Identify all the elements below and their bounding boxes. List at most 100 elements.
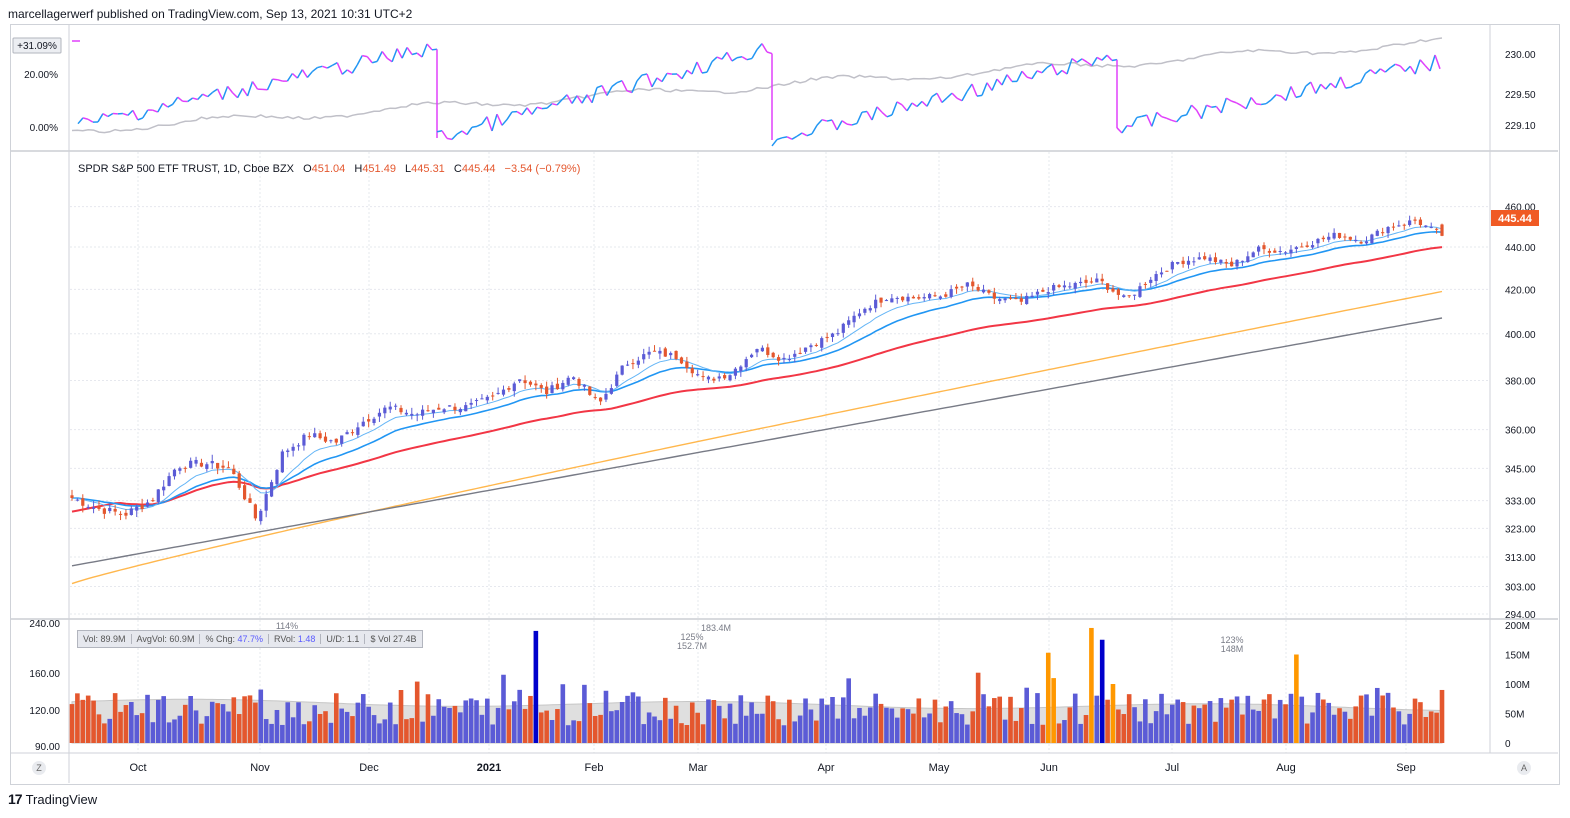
volume-bar — [118, 711, 123, 743]
rs-segment — [1434, 54, 1441, 70]
volume-bar — [808, 709, 814, 743]
candle-body — [944, 294, 948, 297]
volume-bar — [619, 701, 625, 743]
candle-body — [275, 470, 279, 485]
volume-bar — [835, 718, 841, 743]
dollar-vol-value: 27.4B — [392, 634, 417, 644]
legend-low: 445.31 — [411, 163, 445, 175]
candle-body — [194, 459, 198, 464]
rs-segment — [1046, 63, 1053, 69]
auto-scale-right-button[interactable]: A — [1517, 761, 1531, 775]
rs-segment — [561, 94, 568, 101]
candle-body — [329, 440, 333, 442]
candle — [545, 381, 549, 399]
rs-segment — [381, 51, 388, 59]
rs-segment — [1036, 70, 1043, 74]
volume-bar — [986, 706, 992, 743]
volume-bar — [344, 711, 350, 743]
candle-body — [847, 320, 851, 325]
candle-body — [1310, 245, 1315, 248]
rs-segment — [1256, 103, 1262, 106]
candle — [728, 374, 732, 382]
rs-segment — [401, 47, 408, 59]
candle-body — [852, 315, 856, 323]
volume-bar — [404, 719, 409, 743]
candle — [992, 287, 996, 305]
time-label: Feb — [585, 762, 604, 774]
volume-bar — [193, 710, 199, 743]
rs-segment — [167, 103, 174, 108]
candle — [404, 409, 409, 416]
rs-segment — [876, 106, 883, 113]
candle-body — [1424, 225, 1428, 227]
volume-bar — [938, 722, 943, 743]
candle-body — [598, 397, 603, 402]
rs-segment — [726, 51, 733, 62]
volume-bar — [1434, 712, 1439, 743]
candle — [302, 433, 306, 451]
rs-segment — [851, 122, 858, 126]
candle-body — [1084, 279, 1088, 283]
candle-body — [253, 504, 257, 519]
volume-bar — [695, 712, 700, 743]
candle-body — [1041, 289, 1045, 292]
brand-footer[interactable]: 17 TradingView — [8, 791, 97, 807]
candle-body — [1122, 295, 1126, 297]
candle-body — [895, 297, 899, 299]
candle — [793, 350, 797, 363]
candle — [1073, 281, 1077, 294]
candle — [960, 285, 964, 292]
candle-body — [221, 465, 225, 468]
candle — [965, 282, 969, 292]
time-label: Aug — [1276, 762, 1296, 774]
volume-bar — [1148, 723, 1154, 743]
candle — [1246, 251, 1250, 263]
price-tick: 345.00 — [1505, 464, 1536, 475]
candle — [1294, 245, 1298, 254]
rs-segment — [1111, 58, 1118, 62]
candle — [501, 385, 506, 397]
legend-low-label: L — [405, 163, 411, 175]
rs-segment — [1181, 114, 1187, 117]
volume-bar — [673, 705, 679, 743]
rs-segment — [756, 43, 763, 51]
candle — [1370, 233, 1374, 244]
volume-bar — [1272, 718, 1278, 743]
time-label: Nov — [250, 762, 270, 774]
candle — [1327, 232, 1331, 243]
candle-body — [793, 353, 797, 357]
rs-segment — [1121, 125, 1128, 134]
candle-body — [210, 461, 214, 464]
candle-body — [830, 333, 835, 338]
publisher-line: marcellagerwerf published on TradingView… — [8, 7, 413, 21]
rs-segment — [1374, 68, 1381, 75]
candle — [750, 353, 754, 359]
candle — [663, 346, 667, 357]
volume-bar — [1170, 704, 1175, 743]
candle-body — [803, 347, 808, 352]
candle-body — [922, 297, 926, 299]
candle — [787, 354, 791, 362]
candle-body — [145, 502, 150, 507]
candle-body — [491, 395, 495, 397]
volume-bar — [1294, 654, 1299, 743]
candle — [340, 435, 344, 447]
candle — [178, 466, 182, 475]
candle-body — [1213, 257, 1218, 263]
rs-segment — [631, 80, 638, 93]
auto-scale-left-button[interactable]: Z — [32, 761, 46, 775]
candle — [1213, 252, 1218, 265]
candle-body — [86, 506, 90, 508]
volume-bar — [1105, 699, 1110, 743]
candle-body — [1273, 250, 1277, 253]
candle-body — [1203, 256, 1207, 260]
volume-bar — [517, 689, 522, 743]
candle-body — [323, 436, 328, 442]
candle — [798, 347, 802, 355]
candle-body — [528, 381, 533, 385]
candle — [577, 377, 581, 389]
volume-bar — [1374, 687, 1380, 743]
volume-bar — [1062, 720, 1067, 743]
rs-left-tick: 20.00% — [24, 70, 58, 81]
